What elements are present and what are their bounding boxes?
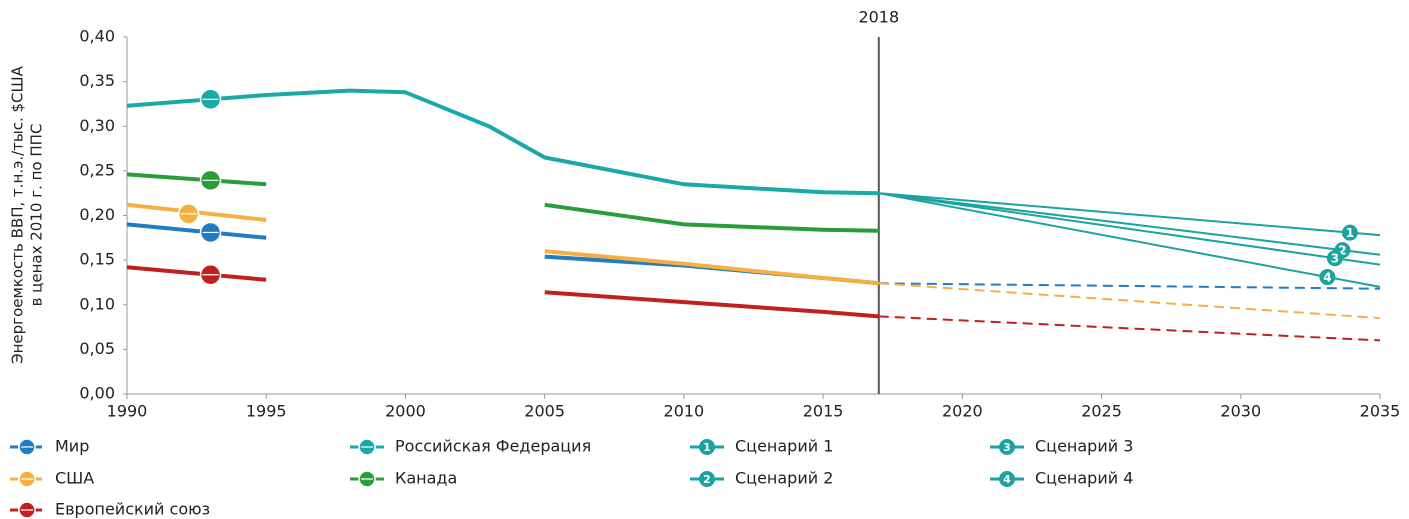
legend-label: Сценарий 4 — [1035, 469, 1133, 488]
forecast-line — [878, 315, 1381, 342]
scenario-marker-label: 2 — [1338, 244, 1346, 258]
y-tick-label: 0,25 — [79, 160, 115, 179]
x-tick-label: 2005 — [524, 402, 565, 421]
legend-label: США — [55, 469, 94, 488]
legend-marker-label: 2 — [703, 473, 711, 486]
y-tick-label: 0,05 — [79, 339, 115, 358]
y-tick-label: 0,20 — [79, 205, 115, 224]
legend-label: Сценарий 3 — [1035, 437, 1133, 456]
legend-marker — [999, 471, 1015, 487]
scenario-marker — [1326, 250, 1343, 267]
x-tick-label: 2015 — [803, 402, 844, 421]
series-line — [126, 172, 879, 233]
series-line — [878, 192, 1381, 288]
series-line — [878, 192, 1381, 237]
y-tick-label: 0,30 — [79, 116, 115, 135]
scenario-marker — [1319, 269, 1336, 286]
series-line — [878, 192, 1381, 256]
legend-marker-label: 1 — [703, 441, 711, 454]
series-line — [878, 192, 1381, 266]
legend-marker — [699, 439, 715, 455]
legend-label: Канада — [395, 469, 457, 488]
legend-marker — [699, 471, 715, 487]
legend-label: Европейский союз — [55, 500, 210, 519]
legend-marker-label: 4 — [1003, 473, 1011, 486]
legend-label: Сценарий 1 — [735, 437, 833, 456]
legend-label: Сценарий 2 — [735, 469, 833, 488]
y-axis-title: Энергоемкость ВВП, т.н.э./тыс. $США — [9, 65, 27, 363]
x-tick-label: 2010 — [664, 402, 705, 421]
series-line — [126, 88, 879, 196]
scenario-marker-label: 4 — [1323, 271, 1331, 285]
series-line — [126, 265, 879, 319]
y-tick-label: 0,35 — [79, 71, 115, 90]
y-axis-title: в ценах 2010 г. по ППС — [28, 124, 46, 307]
x-tick-label: 2020 — [942, 402, 983, 421]
x-tick-label: 2030 — [1220, 402, 1261, 421]
legend-label: Мир — [55, 437, 89, 456]
x-tick-label: 1990 — [107, 402, 148, 421]
scenario-marker-label: 1 — [1346, 226, 1354, 240]
reference-label: 2018 — [858, 8, 899, 27]
x-tick-label: 2000 — [385, 402, 426, 421]
x-tick-label: 2035 — [1360, 402, 1401, 421]
scenario-marker-label: 3 — [1331, 252, 1339, 266]
y-tick-label: 0,40 — [79, 27, 115, 46]
forecast-line — [878, 282, 1381, 290]
series-line — [126, 202, 879, 286]
y-tick-label: 0,00 — [79, 384, 115, 403]
scenario-marker — [1341, 224, 1358, 241]
legend-marker — [999, 439, 1015, 455]
y-tick-label: 0,15 — [79, 250, 115, 269]
legend-label: Российская Федерация — [395, 437, 591, 456]
legend-marker-label: 3 — [1003, 441, 1011, 454]
x-tick-label: 2025 — [1081, 402, 1122, 421]
series-line — [126, 222, 879, 286]
y-tick-label: 0,10 — [79, 294, 115, 313]
x-tick-label: 1995 — [246, 402, 287, 421]
forecast-line — [878, 282, 1381, 320]
